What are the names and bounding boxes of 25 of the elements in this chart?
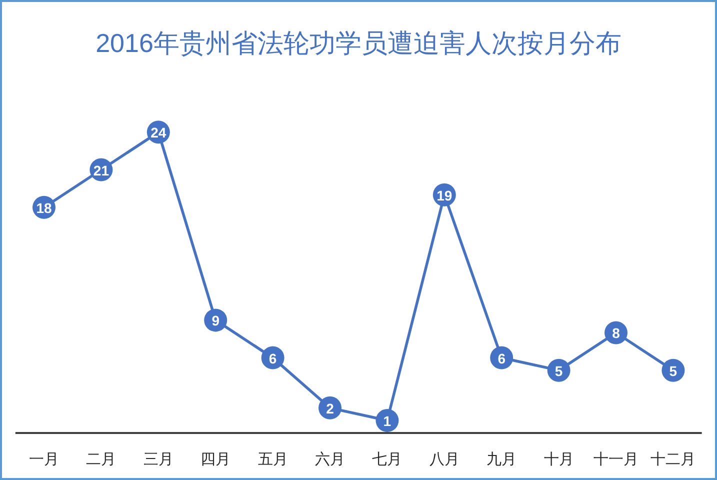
x-tick-label: 一月 bbox=[29, 450, 59, 468]
data-label: 6 bbox=[498, 350, 506, 366]
data-label: 8 bbox=[612, 325, 620, 342]
data-label: 19 bbox=[436, 187, 452, 204]
data-label: 18 bbox=[36, 200, 52, 216]
x-tick-label: 十二月 bbox=[650, 450, 696, 468]
x-tick-label: 九月 bbox=[486, 450, 517, 468]
x-tick-label: 六月 bbox=[315, 450, 345, 468]
x-tick-label: 十月 bbox=[544, 450, 574, 468]
data-label: 21 bbox=[93, 162, 110, 178]
data-label: 6 bbox=[268, 350, 277, 366]
x-tick-label: 四月 bbox=[200, 450, 231, 468]
x-tick-label: 十一月 bbox=[594, 450, 638, 468]
data-label: 24 bbox=[150, 124, 166, 141]
data-label: 9 bbox=[212, 312, 220, 329]
x-tick-label: 五月 bbox=[258, 450, 288, 468]
x-tick-label: 七月 bbox=[372, 450, 402, 468]
x-tick-label: 三月 bbox=[143, 450, 174, 468]
data-label: 2 bbox=[326, 400, 334, 416]
chart-title: 2016年贵州省法轮功学员遭迫害人次按月分布 bbox=[96, 28, 622, 58]
x-tick-label: 八月 bbox=[429, 450, 460, 468]
data-label: 5 bbox=[554, 362, 563, 379]
data-label: 5 bbox=[669, 362, 678, 379]
data-label: 1 bbox=[383, 412, 392, 429]
x-tick-label: 二月 bbox=[86, 450, 116, 468]
